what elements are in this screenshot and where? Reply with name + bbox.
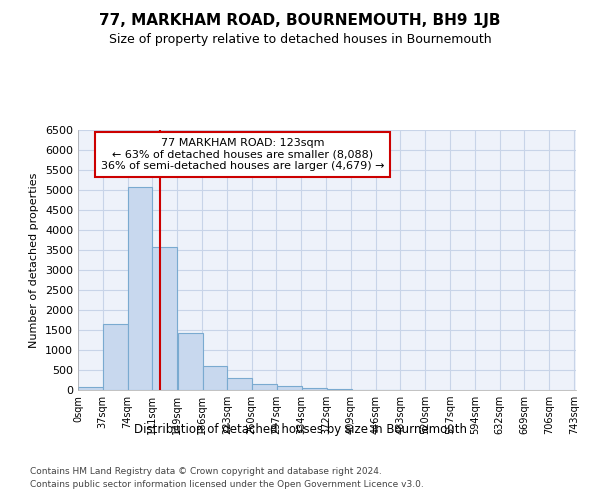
- Bar: [277, 386, 302, 390]
- Bar: [178, 333, 203, 390]
- Text: Contains public sector information licensed under the Open Government Licence v3: Contains public sector information licen…: [30, 480, 424, 489]
- Text: 77, MARKHAM ROAD, BOURNEMOUTH, BH9 1JB: 77, MARKHAM ROAD, BOURNEMOUTH, BH9 1JB: [99, 12, 501, 28]
- Bar: [302, 388, 326, 390]
- Bar: [203, 366, 227, 390]
- Text: 77 MARKHAM ROAD: 123sqm
← 63% of detached houses are smaller (8,088)
36% of semi: 77 MARKHAM ROAD: 123sqm ← 63% of detache…: [101, 138, 384, 171]
- Bar: [128, 187, 152, 390]
- Bar: [227, 378, 252, 390]
- Bar: [103, 324, 128, 390]
- Text: Distribution of detached houses by size in Bournemouth: Distribution of detached houses by size …: [133, 422, 467, 436]
- Bar: [152, 247, 177, 390]
- Bar: [252, 384, 277, 390]
- Text: Contains HM Land Registry data © Crown copyright and database right 2024.: Contains HM Land Registry data © Crown c…: [30, 468, 382, 476]
- Text: Size of property relative to detached houses in Bournemouth: Size of property relative to detached ho…: [109, 32, 491, 46]
- Bar: [78, 387, 103, 390]
- Y-axis label: Number of detached properties: Number of detached properties: [29, 172, 40, 348]
